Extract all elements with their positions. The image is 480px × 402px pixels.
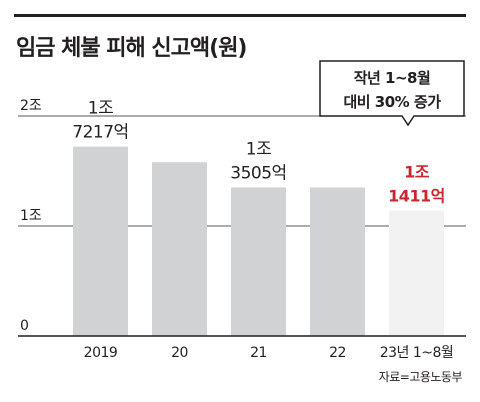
bar xyxy=(73,146,128,336)
chart-title: 임금 체불 피해 신고액(원) xyxy=(16,36,247,61)
data-label: 1조 xyxy=(88,99,113,119)
callout-line-1: 작년 1~8월 xyxy=(353,69,431,87)
y-tick-label: 0 xyxy=(20,318,29,334)
data-label: 1조 xyxy=(404,162,430,181)
x-tick-label: 23년 1~8월 xyxy=(380,345,454,361)
data-label: 1조 xyxy=(246,139,271,159)
callout-box xyxy=(319,60,465,127)
bar xyxy=(152,162,207,336)
bar xyxy=(231,187,286,336)
x-tick-label: 22 xyxy=(329,345,346,361)
y-tick-label: 2조 xyxy=(20,98,42,114)
x-tick-label: 2019 xyxy=(84,345,118,361)
top-rule xyxy=(14,14,466,17)
source-note: 자료=고용노동부 xyxy=(378,370,463,384)
data-label: 3505억 xyxy=(230,163,286,183)
callout-line-2: 대비 30% 증가 xyxy=(343,93,441,111)
annotation-callout: 작년 1~8월 대비 30% 증가 xyxy=(319,60,465,127)
callout-text: 작년 1~8월 대비 30% 증가 xyxy=(319,66,465,114)
y-tick-label: 1조 xyxy=(20,208,42,224)
data-label: 7217억 xyxy=(72,123,128,143)
data-label: 1411억 xyxy=(388,186,445,205)
x-tick-label: 21 xyxy=(250,345,267,361)
x-tick-label: 20 xyxy=(171,345,188,361)
bar xyxy=(389,210,444,336)
bar xyxy=(310,187,365,336)
